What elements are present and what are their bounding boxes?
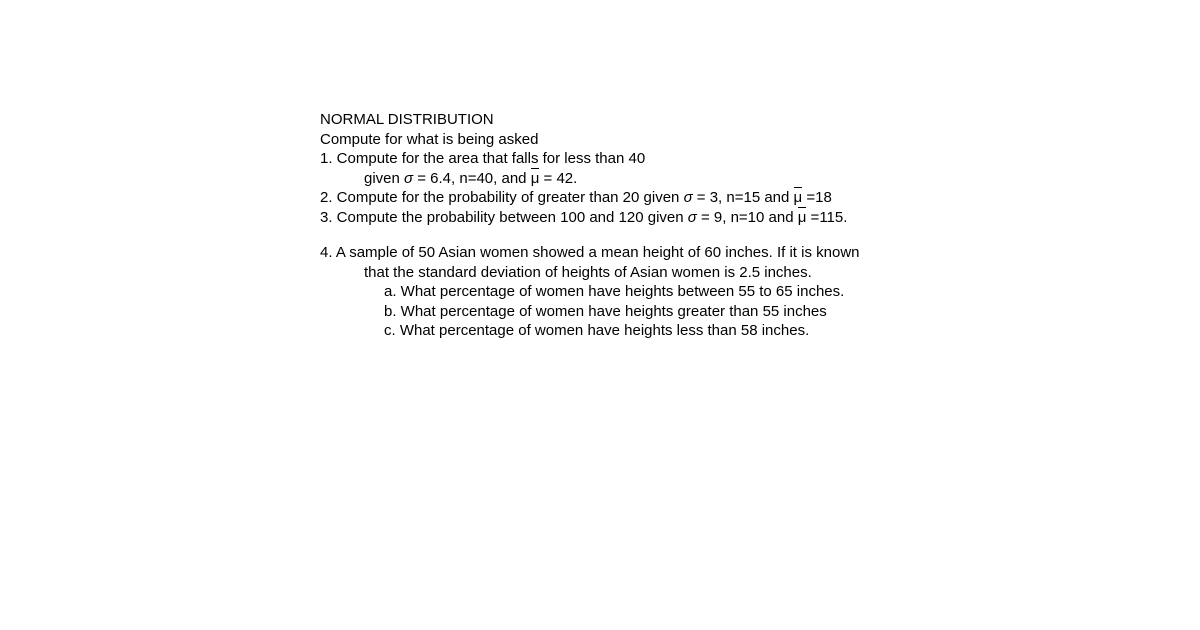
paragraph-spacer [320, 227, 880, 243]
q1-given-text: given [364, 170, 404, 187]
subtitle: Compute for what is being asked [320, 130, 880, 150]
q1-mu-value: = 42. [539, 170, 577, 187]
question-4-line-1: 4. A sample of 50 Asian women showed a m… [320, 243, 880, 263]
q2-sigma-value: = 3, n=15 and [693, 189, 794, 206]
question-4a: a. What percentage of women have heights… [320, 282, 880, 302]
q3-sigma-value: = 9, n=10 and [697, 209, 798, 226]
q2-mu-value: =18 [802, 189, 832, 206]
title: NORMAL DISTRIBUTION [320, 110, 880, 130]
question-4b: b. What percentage of women have heights… [320, 302, 880, 322]
sigma-symbol: σ [404, 170, 413, 187]
q3-text: 3. Compute the probability between 100 a… [320, 209, 688, 226]
document-body: NORMAL DISTRIBUTION Compute for what is … [320, 110, 880, 341]
question-4-line-2: that the standard deviation of heights o… [320, 263, 880, 283]
q3-mu-value: =115. [806, 209, 847, 226]
q2-text: 2. Compute for the probability of greate… [320, 189, 684, 206]
sigma-symbol: σ [684, 189, 693, 206]
question-1-line-2: given σ = 6.4, n=40, and μ = 42. [320, 169, 880, 189]
mu-bar-symbol: μ [794, 188, 803, 208]
q1-sigma-value: = 6.4, n=40, and [413, 170, 531, 187]
question-4c: c. What percentage of women have heights… [320, 321, 880, 341]
mu-bar-symbol: μ [531, 169, 540, 189]
question-3: 3. Compute the probability between 100 a… [320, 208, 880, 228]
mu-bar-symbol: μ [798, 208, 807, 228]
question-2: 2. Compute for the probability of greate… [320, 188, 880, 208]
question-1-line-1: 1. Compute for the area that falls for l… [320, 149, 880, 169]
sigma-symbol: σ [688, 209, 697, 226]
